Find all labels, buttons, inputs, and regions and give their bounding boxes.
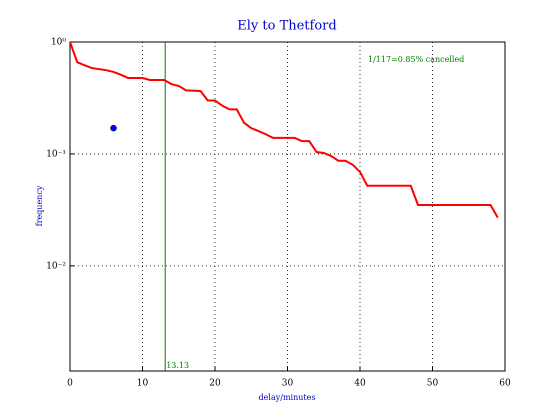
threshold-label: 13.13 [166, 361, 189, 370]
y-tick-label: 10⁰ [51, 38, 66, 48]
chart-title: Ely to Thetford [237, 19, 336, 34]
x-tick-label: 40 [354, 379, 366, 389]
annotation: 1/117=0.85% cancelled [368, 55, 464, 64]
x-axis-label: delay/minutes [259, 393, 316, 402]
y-axis-label: frequency [35, 185, 44, 226]
y-tick-label: 10⁻¹ [46, 149, 66, 159]
data-point [110, 124, 117, 132]
data-line [69, 41, 499, 219]
x-tick-label: 60 [499, 379, 511, 389]
x-tick-label: 50 [427, 379, 439, 389]
x-tick-label: 0 [67, 379, 73, 389]
x-tick-label: 30 [282, 379, 294, 389]
x-tick-label: 10 [137, 379, 149, 389]
y-tick-label: 10⁻² [46, 261, 66, 271]
x-tick-label: 20 [209, 379, 221, 389]
